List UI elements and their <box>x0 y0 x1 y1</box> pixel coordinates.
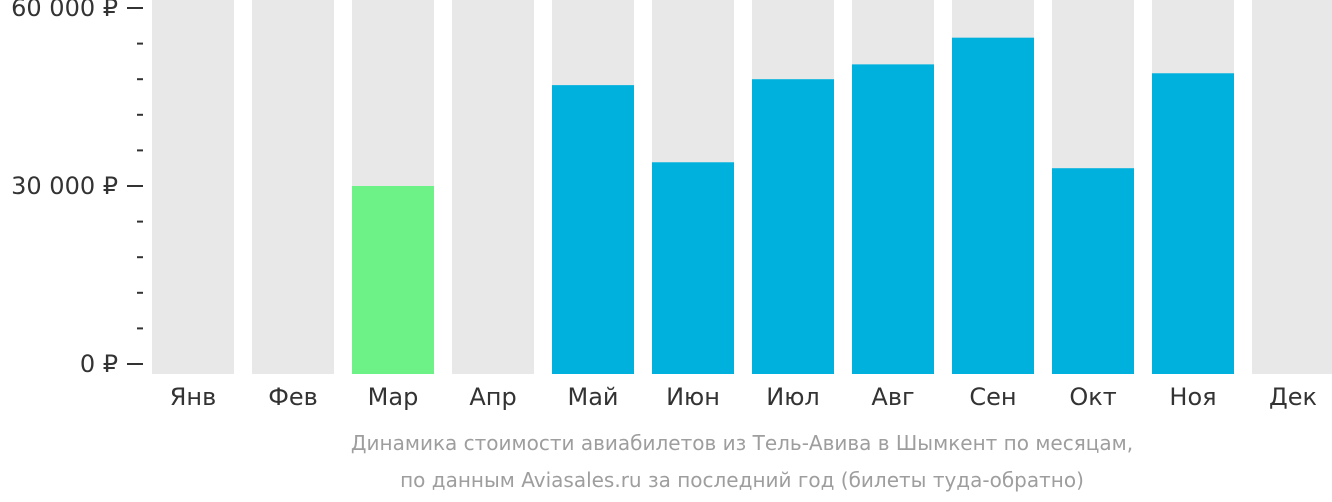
x-tick-label-5: Май <box>567 383 618 411</box>
y-tick-label-1: 0 ₽ <box>80 350 118 378</box>
x-tick-label-1: Янв <box>170 383 217 411</box>
bar-5 <box>552 85 634 374</box>
x-tick-label-4: Апр <box>469 383 516 411</box>
bar-background-1 <box>152 0 234 374</box>
chart-caption-line2: по данным Aviasales.ru за последний год … <box>400 468 1084 492</box>
chart-caption-line1: Динамика стоимости авиабилетов из Тель-А… <box>350 431 1134 455</box>
x-tick-label-8: Авг <box>871 383 914 411</box>
bar-10 <box>1052 168 1134 374</box>
x-tick-label-6: Июн <box>666 383 720 411</box>
y-tick-label-3: 60 000 ₽ <box>11 0 118 22</box>
bar-background-2 <box>252 0 334 374</box>
chart-svg: Янв Фев Мар Апр Май Июн Июл Авг Сен Окт Ноя Дек 0 ₽ 3… <box>11 0 1332 411</box>
x-tick-label-7: Июл <box>766 383 820 411</box>
x-tick-label-3: Мар <box>368 383 419 411</box>
bar-background-4 <box>452 0 534 374</box>
bar-9 <box>952 37 1034 375</box>
x-tick-label-2: Фев <box>268 383 318 411</box>
bar-3 <box>352 186 434 374</box>
x-tick-label-9: Сен <box>969 383 1016 411</box>
x-tick-label-12: Дек <box>1269 383 1317 411</box>
bar-11 <box>1152 73 1234 375</box>
bar-7 <box>752 79 834 374</box>
bar-8 <box>852 64 934 374</box>
x-tick-label-10: Окт <box>1069 383 1116 411</box>
y-tick-label-2: 30 000 ₽ <box>11 172 118 200</box>
bar-background-12 <box>1252 0 1332 374</box>
bar-6 <box>652 162 734 374</box>
x-tick-label-11: Ноя <box>1169 383 1216 411</box>
